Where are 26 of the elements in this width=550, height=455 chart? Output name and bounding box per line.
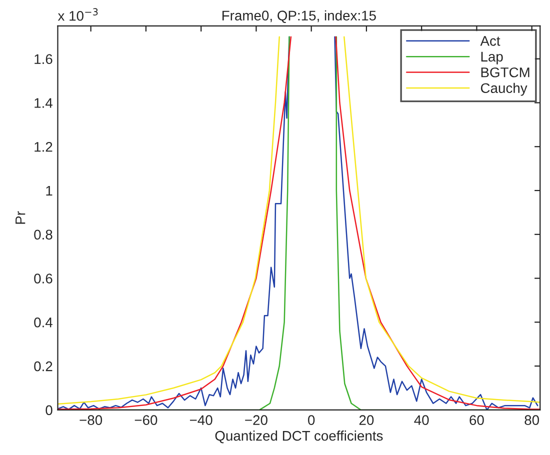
- x-axis-title: Quantized DCT coefficients: [215, 430, 383, 444]
- x-tick-label: −40: [190, 415, 212, 426]
- x-tick-label: 40: [414, 415, 429, 426]
- x-tick-label: 60: [470, 415, 484, 426]
- legend-label: BGTCM: [481, 67, 530, 78]
- legend-label: Cauchy: [480, 82, 528, 96]
- x-tick-label: −60: [134, 415, 158, 426]
- y-tick-label: 0.8: [34, 230, 52, 240]
- x-tick-label: −20: [245, 415, 268, 426]
- text: x 10$^{−3}$: [58, 8, 98, 21]
- y-tick-label: 1.2: [34, 142, 52, 152]
- x-tick-label: 80: [524, 415, 540, 426]
- x-tick-label: 0: [308, 415, 315, 426]
- y-tick-label: 0: [46, 405, 52, 416]
- y-tick-label: 1: [46, 186, 52, 196]
- y-tick-label: 0.4: [34, 318, 52, 328]
- x-tick-label: −80: [80, 415, 102, 426]
- chart-title: Frame0, QP:15, index:15: [222, 10, 376, 24]
- x-tick-label: 20: [359, 415, 374, 426]
- y-tick-label: 1.6: [34, 54, 52, 64]
- y-tick-label: 1.4: [34, 98, 52, 108]
- y-axis-title: Pr: [16, 211, 26, 224]
- legend-label: Lap: [481, 52, 503, 64]
- legend-label: Act: [480, 36, 500, 46]
- y-tick-label: 0.2: [34, 361, 52, 372]
- y-tick-label: 0.6: [34, 274, 52, 284]
